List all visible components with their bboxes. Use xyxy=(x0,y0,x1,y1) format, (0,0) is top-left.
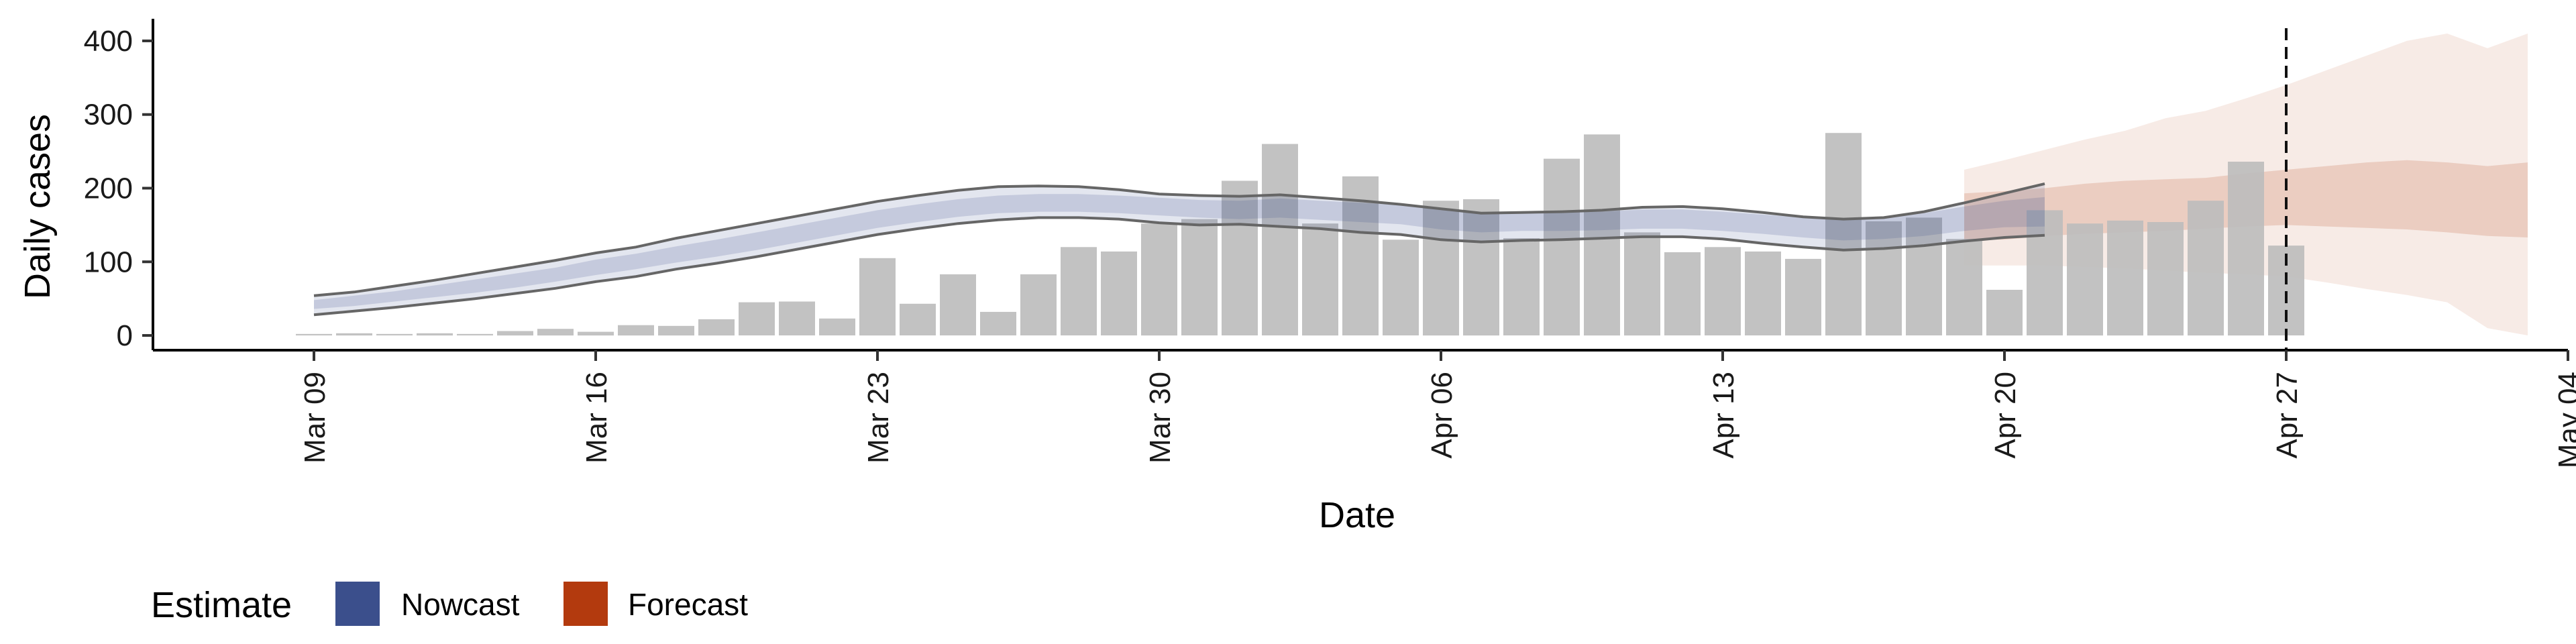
y-axis-title: Daily cases xyxy=(17,114,58,299)
bar-day-36 xyxy=(1705,247,1741,335)
bar-day-30 xyxy=(1463,199,1499,336)
bar-day-14 xyxy=(819,318,855,335)
bar-day-41 xyxy=(1906,217,1942,335)
bar-day-39 xyxy=(1825,133,1862,336)
nowcast-upper-line xyxy=(313,182,2045,297)
x-tick-label-0: Mar 09 xyxy=(299,372,331,464)
reported-cases-bars xyxy=(296,133,2304,336)
bar-day-46 xyxy=(2107,220,2143,336)
nowcast-lower-line xyxy=(313,216,2045,317)
bar-day-18 xyxy=(980,311,1016,335)
bar-day-45 xyxy=(2067,223,2103,336)
nowcast-band-90 xyxy=(314,183,2045,315)
bar-day-25 xyxy=(1262,144,1298,335)
bar-day-8 xyxy=(578,331,614,336)
legend-swatch-nowcast xyxy=(335,582,380,626)
bar-day-16 xyxy=(900,303,936,335)
bar-day-40 xyxy=(1866,221,1902,336)
bar-day-33 xyxy=(1584,134,1620,336)
bar-day-31 xyxy=(1503,238,1540,335)
bar-day-38 xyxy=(1785,258,1821,336)
y-tick-label-4: 400 xyxy=(84,25,133,58)
bar-day-15 xyxy=(859,258,896,336)
bar-day-13 xyxy=(779,301,815,335)
bar-day-35 xyxy=(1664,252,1701,335)
x-tick-label-4: Apr 06 xyxy=(1426,372,1458,459)
bar-day-42 xyxy=(1946,239,1982,335)
bar-day-34 xyxy=(1624,232,1660,336)
bar-day-17 xyxy=(940,274,976,335)
nowcast-interval-lines xyxy=(313,182,2045,317)
bar-day-29 xyxy=(1423,201,1459,336)
bar-day-19 xyxy=(1020,274,1057,335)
bar-day-48 xyxy=(2188,201,2224,336)
y-tick-label-1: 100 xyxy=(84,246,133,278)
y-tick-label-2: 200 xyxy=(84,172,133,205)
nowcast-band-50 xyxy=(314,194,2045,309)
axes xyxy=(152,19,2568,352)
x-tick-label-7: Apr 27 xyxy=(2271,372,2304,459)
x-tick-label-8: May 04 xyxy=(2553,372,2576,468)
bar-day-11 xyxy=(698,319,735,336)
bar-day-32 xyxy=(1544,158,1580,336)
y-tick-label-3: 300 xyxy=(84,99,133,131)
bar-day-1 xyxy=(296,333,332,335)
x-axis-title: Date xyxy=(1319,495,1395,535)
bar-day-47 xyxy=(2147,222,2184,336)
bar-day-37 xyxy=(1745,251,1781,335)
legend-title: Estimate xyxy=(151,585,292,625)
x-tick-label-5: Apr 13 xyxy=(1707,372,1740,459)
bar-day-22 xyxy=(1141,223,1177,336)
legend-swatch-forecast xyxy=(564,582,608,626)
bar-day-12 xyxy=(739,302,775,335)
bar-day-7 xyxy=(537,329,574,336)
y-axis-ticks: 0 100 200 300 400 xyxy=(84,25,153,352)
bar-day-10 xyxy=(658,325,694,336)
x-axis-ticks: Mar 09 Mar 16 Mar 23 Mar 30 Apr 06 Apr 13 Apr … xyxy=(299,350,2576,468)
x-tick-label-3: Mar 30 xyxy=(1144,372,1177,464)
bar-day-28 xyxy=(1383,239,1419,335)
x-tick-label-6: Apr 20 xyxy=(1989,372,2022,459)
bar-day-21 xyxy=(1101,251,1137,335)
bar-day-43 xyxy=(1986,290,2023,336)
bar-day-2 xyxy=(336,333,372,336)
bar-day-44 xyxy=(2027,210,2063,335)
y-tick-label-0: 0 xyxy=(117,319,133,352)
x-tick-label-1: Mar 16 xyxy=(580,372,613,464)
bar-day-6 xyxy=(497,331,533,336)
bar-day-24 xyxy=(1222,180,1258,335)
bar-day-23 xyxy=(1181,219,1218,335)
nowcast-bands xyxy=(314,183,2045,315)
bar-day-20 xyxy=(1061,247,1097,335)
bar-day-5 xyxy=(457,333,493,335)
bar-day-4 xyxy=(417,333,453,336)
bar-day-3 xyxy=(376,333,413,335)
legend: Estimate Nowcast Forecast xyxy=(151,582,748,626)
x-tick-label-2: Mar 23 xyxy=(862,372,895,464)
bar-day-26 xyxy=(1302,223,1338,336)
bar-day-49 xyxy=(2228,162,2264,336)
legend-label-forecast: Forecast xyxy=(628,587,748,622)
legend-label-nowcast: Nowcast xyxy=(401,587,520,622)
bar-day-9 xyxy=(618,325,654,336)
